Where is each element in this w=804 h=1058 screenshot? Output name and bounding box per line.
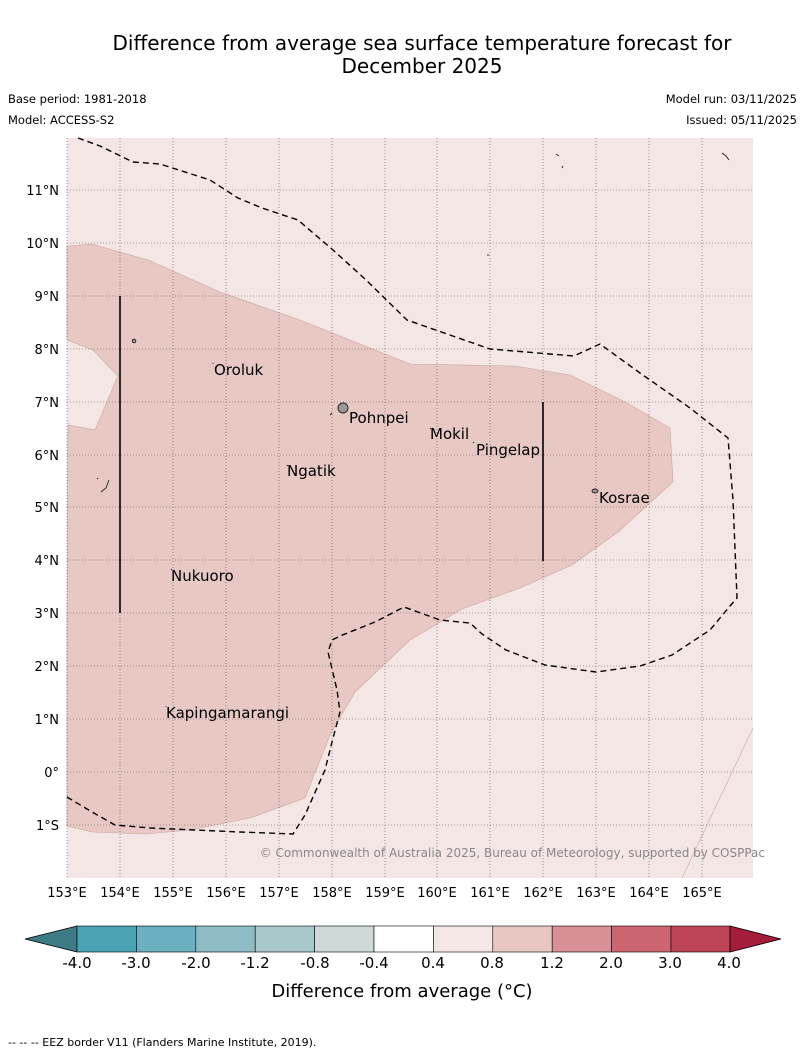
colorbar-tick: 4.0 xyxy=(717,954,741,972)
title-line-1: Difference from average sea surface temp… xyxy=(112,31,732,55)
lat-label: 2°N xyxy=(35,660,60,675)
colorbar-tick: -2.0 xyxy=(181,954,210,972)
lon-label: 162°E xyxy=(523,886,563,901)
model-name: Model: ACCESS-S2 xyxy=(8,113,115,127)
issued-date: Issued: 05/11/2025 xyxy=(686,113,797,127)
lat-label: 1°N xyxy=(35,713,60,728)
colorbar-segment xyxy=(195,925,256,953)
colorbar-segment xyxy=(254,925,315,953)
anomaly-boundary-se xyxy=(681,727,754,879)
colorbar-tick: -4.0 xyxy=(62,954,91,972)
anomaly-region-0.8-1.2 xyxy=(66,243,674,835)
base-period: Base period: 1981-2018 xyxy=(8,92,147,106)
colorbar-segment xyxy=(433,925,494,953)
eez-footnote: -- -- -- EEZ border V11 (Flanders Marine… xyxy=(8,1036,317,1049)
lon-label: 158°E xyxy=(312,886,352,901)
sst-map: Oroluk Pohnpei Mokil Pingelap Ngatik Kos… xyxy=(24,137,782,1002)
lon-label: 161°E xyxy=(470,886,510,901)
colorbar-tick: 0.8 xyxy=(480,954,504,972)
colorbar-segment xyxy=(551,925,612,953)
kosrae-island xyxy=(591,488,599,494)
place-pingelap: Pingelap xyxy=(476,441,540,459)
colorbar-over-arrow xyxy=(729,925,782,953)
pohnpei-island xyxy=(337,402,349,414)
eez-borders xyxy=(66,137,738,835)
lat-label: 6°N xyxy=(35,449,60,464)
gridlines xyxy=(66,138,753,878)
colorbar-segment xyxy=(670,925,731,953)
colorbar-segment xyxy=(314,925,375,953)
colorbar-segment xyxy=(76,925,137,953)
colorbar-segment xyxy=(611,925,672,953)
lon-label: 164°E xyxy=(629,886,669,901)
islet-west xyxy=(131,338,137,344)
chart-title: Difference from average sea surface temp… xyxy=(0,32,804,78)
colorbar-label: Difference from average (°C) xyxy=(271,981,532,1002)
lon-label: 155°E xyxy=(153,886,193,901)
colorbar-tick: -0.4 xyxy=(359,954,388,972)
place-pohnpei: Pohnpei xyxy=(349,409,409,427)
place-oroluk: Oroluk xyxy=(214,361,263,379)
lat-label: 11°N xyxy=(26,184,59,199)
place-mokil: Mokil xyxy=(430,425,469,443)
colorbar xyxy=(24,925,782,953)
colorbar-under-arrow xyxy=(24,925,78,953)
lon-label: 165°E xyxy=(682,886,722,901)
colorbar-tick: 1.2 xyxy=(540,954,564,972)
islands xyxy=(96,152,730,707)
colorbar-tick: -0.8 xyxy=(300,954,329,972)
lon-label: 160°E xyxy=(417,886,457,901)
lon-label: 163°E xyxy=(576,886,616,901)
lon-label: 157°E xyxy=(259,886,299,901)
colorbar-tick: 2.0 xyxy=(599,954,623,972)
lat-label: 10°N xyxy=(26,237,59,252)
lat-label: 1°S xyxy=(36,819,59,834)
lat-label: 7°N xyxy=(35,396,60,411)
lon-label: 156°E xyxy=(206,886,246,901)
place-kosrae: Kosrae xyxy=(599,489,650,507)
colorbar-tick: 0.4 xyxy=(421,954,445,972)
model-run: Model run: 03/11/2025 xyxy=(665,92,797,106)
place-kapingamarangi: Kapingamarangi xyxy=(166,704,289,722)
lon-label: 159°E xyxy=(365,886,405,901)
colorbar-segment xyxy=(373,925,434,953)
lat-label: 0° xyxy=(44,766,59,781)
colorbar-tick: -1.2 xyxy=(240,954,269,972)
lat-label: 9°N xyxy=(35,290,60,305)
lat-label: 8°N xyxy=(35,343,60,358)
place-nukuoro: Nukuoro xyxy=(171,567,234,585)
lat-label: 4°N xyxy=(35,554,60,569)
place-ngatik: Ngatik xyxy=(287,462,336,480)
colorbar-segment xyxy=(136,925,197,953)
lat-label: 5°N xyxy=(35,501,60,516)
copyright-text: © Commonwealth of Australia 2025, Bureau… xyxy=(260,846,765,860)
colorbar-tick: 3.0 xyxy=(658,954,682,972)
lat-label: 3°N xyxy=(35,607,60,622)
colorbar-segment xyxy=(492,925,553,953)
lon-label: 153°E xyxy=(47,886,87,901)
colorbar-tick: -3.0 xyxy=(121,954,150,972)
title-line-2: December 2025 xyxy=(341,54,503,78)
lon-label: 154°E xyxy=(100,886,140,901)
